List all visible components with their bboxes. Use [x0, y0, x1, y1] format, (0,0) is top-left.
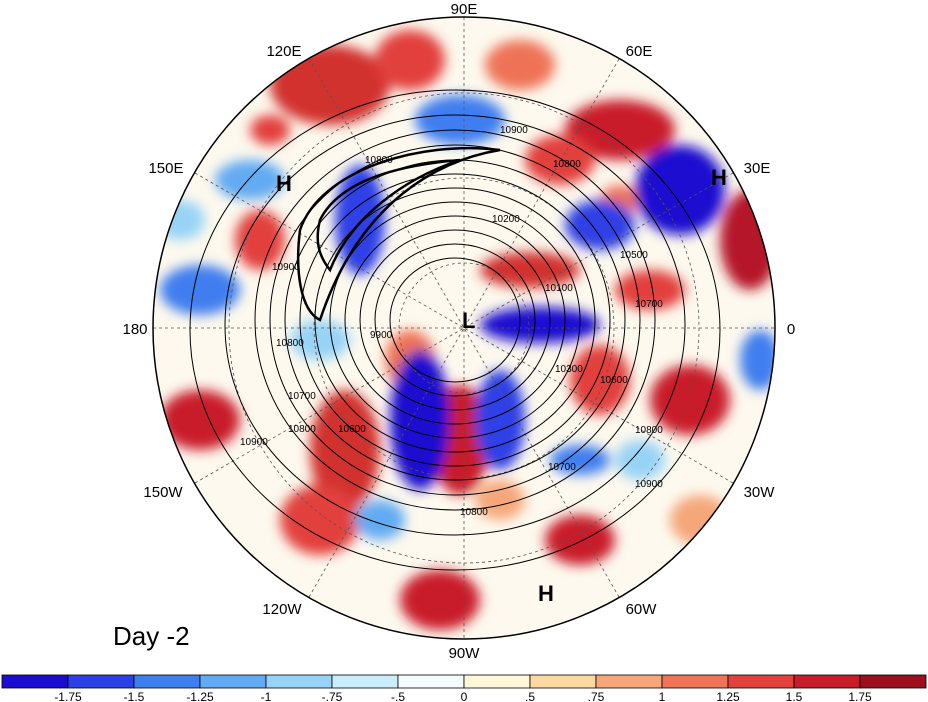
- lon-label-60e: 60E: [626, 43, 653, 60]
- contour-label: 10900: [500, 125, 528, 136]
- contour-label: 10700: [635, 299, 663, 310]
- colorbar-tick-label: 1.75: [848, 690, 872, 702]
- colorbar-tick-label: 1.25: [716, 690, 740, 702]
- contour-labels: 10900 10800 10200 10900 10800 9900 10800…: [240, 125, 663, 518]
- colorbar-tick-label: -.75: [322, 690, 343, 702]
- contour-label: 10300: [555, 364, 583, 375]
- lon-label-30e: 30E: [744, 160, 771, 177]
- panel-label: Day -2: [113, 621, 190, 651]
- colorbar-swatch: [133, 674, 201, 689]
- contour-label: 10900: [272, 262, 300, 273]
- anomaly-field: [153, 17, 775, 639]
- colorbar-swatch: [397, 674, 465, 689]
- contour-label: 10700: [548, 462, 576, 473]
- colorbar-tick-label: -1.5: [124, 690, 145, 702]
- lon-label-150e: 150E: [148, 160, 183, 177]
- lon-label-120e: 120E: [266, 43, 301, 60]
- colorbar-swatch: [199, 674, 267, 689]
- colorbar-tick-label: -1.75: [54, 690, 82, 702]
- contour-label: 10900: [240, 437, 268, 448]
- lon-label-60w: 60W: [626, 601, 658, 618]
- contour-label: 10200: [492, 214, 520, 225]
- colorbar-swatch: [463, 674, 531, 689]
- colorbar-swatch: [1, 674, 69, 689]
- contour-label: 10800: [553, 159, 581, 170]
- colorbar-swatch: [529, 674, 597, 689]
- lon-label-180: 180: [122, 321, 147, 338]
- colorbar-swatch: [859, 674, 927, 689]
- map-border: [152, 16, 776, 640]
- lon-label-120w: 120W: [262, 601, 302, 618]
- colorbar-swatch: [727, 674, 795, 689]
- high-pressure-label: H: [276, 171, 292, 196]
- lon-label-90e: 90E: [451, 1, 478, 18]
- contour-label: 9900: [370, 330, 393, 341]
- colorbar-swatch: [331, 674, 399, 689]
- high-pressure-label: H: [711, 165, 727, 190]
- low-pressure-label: L: [462, 308, 475, 333]
- colorbar-tick-label: 1: [659, 690, 666, 702]
- graticule: [153, 17, 775, 639]
- lon-label-0: 0: [787, 321, 795, 338]
- contour-label: 10900: [635, 479, 663, 490]
- high-pressure-label: H: [538, 581, 554, 606]
- colorbar-tick-label: -1.25: [186, 690, 214, 702]
- lon-label-30w: 30W: [744, 484, 776, 501]
- colorbar-tick-label: -1: [261, 690, 272, 702]
- colorbar-swatch: [67, 674, 135, 689]
- colorbar-tick-label: -.5: [391, 690, 405, 702]
- colorbar-swatch: [595, 674, 663, 689]
- colorbar-tick-label: .75: [588, 690, 605, 702]
- colorbar-tick-label: 1.5: [786, 690, 803, 702]
- contour-label: 10700: [288, 391, 316, 402]
- contour-label: 10800: [365, 155, 393, 166]
- contour-label: 10800: [635, 425, 663, 436]
- height-contours: [189, 89, 721, 571]
- colorbar-swatch: [661, 674, 729, 689]
- longitude-labels: 90E 120E 60E 150E 30E 180 0 150W 30W 120…: [122, 1, 795, 662]
- colorbar: -1.75 -1.5 -1.25 -1 -.75 -.5 0 .5 .75 1 1.25 1.5 1.7…: [1, 674, 927, 702]
- colorbar-tick-label: .5: [525, 690, 535, 702]
- colorbar-swatch: [793, 674, 861, 689]
- lon-label-90w: 90W: [449, 645, 481, 662]
- contour-label: 10800: [460, 507, 488, 518]
- lon-label-150w: 150W: [143, 484, 183, 501]
- contour-label: 10600: [338, 424, 366, 435]
- colorbar-swatch: [265, 674, 333, 689]
- contour-label: 10100: [545, 283, 573, 294]
- contour-label: 10600: [600, 375, 628, 386]
- contour-label: 10800: [288, 424, 316, 435]
- colorbar-tick-label: 0: [461, 690, 468, 702]
- contour-label: 10800: [276, 338, 304, 349]
- contour-label: 10500: [620, 250, 648, 261]
